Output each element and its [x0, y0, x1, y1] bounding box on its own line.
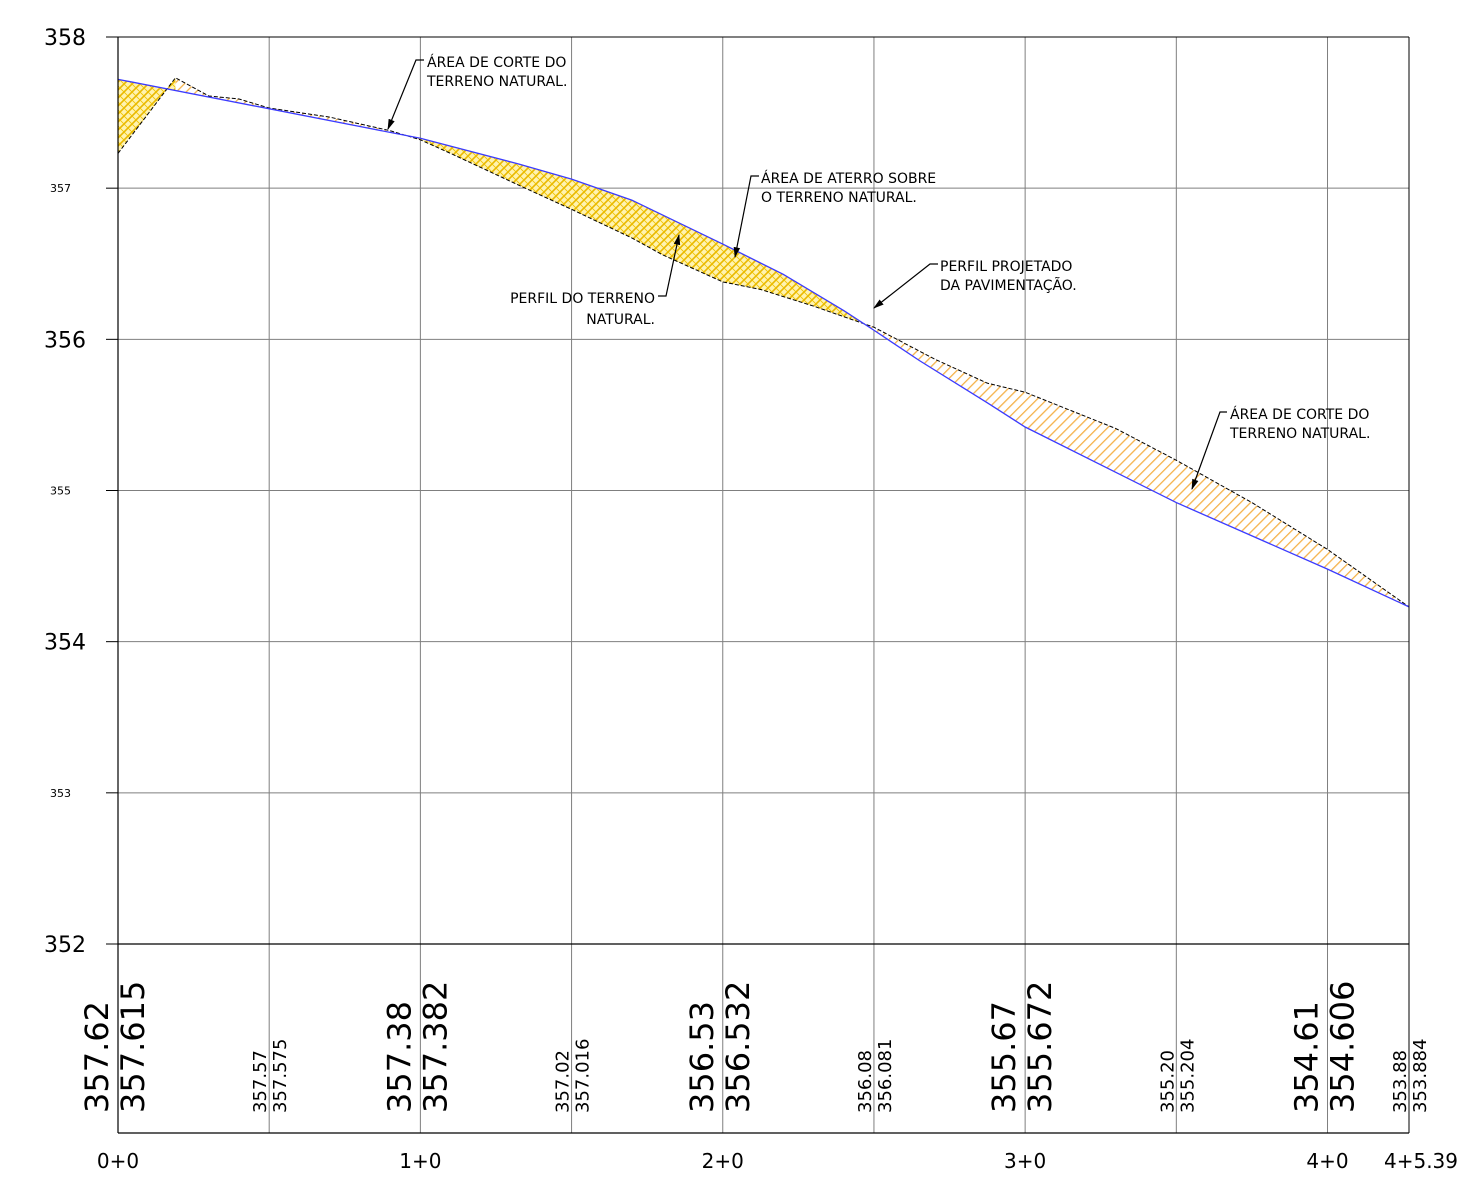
annotations: ÁREA DE CORTE DO TERRENO NATURAL. ÁREA D…	[387, 54, 1370, 491]
terrain-profile-line-1: PERFIL DO TERRENO	[510, 291, 655, 307]
fill-area-line-2: O TERRENO NATURAL.	[761, 190, 917, 206]
terrain-elevation: 357.62	[78, 1001, 116, 1113]
cut-area-2-leader	[1191, 411, 1227, 491]
elevation-pair: 357.02 357.016	[553, 1039, 594, 1113]
station-label: 4+5.39	[1384, 1149, 1458, 1173]
project-elevation: 353.884	[1410, 1039, 1431, 1113]
cut-area	[175, 77, 411, 137]
terrain-elevation: 357.57	[250, 1050, 271, 1113]
design-profile-line-2: DA PAVIMENTAÇÃO.	[940, 277, 1077, 294]
terrain-elevation: 357.38	[380, 1001, 418, 1113]
elevation-pair: 357.57 357.575	[250, 1039, 291, 1113]
fill-area	[118, 77, 176, 154]
design-profile-line-1: PERFIL PROJETADO	[940, 259, 1072, 275]
x-axis-ticks: 0+0 1+0 2+0 3+0 4+0 4+5.39	[97, 1149, 1458, 1173]
terrain-profile-line-2: NATURAL.	[586, 312, 655, 328]
cut-area-1-line-2: TERRENO NATURAL.	[426, 74, 567, 90]
terrain-profile-line	[117, 77, 1410, 608]
y-axis-ticks: 358 356 354 352 357 355 353	[44, 26, 118, 958]
project-elevation: 357.382	[416, 981, 454, 1113]
project-elevation: 357.615	[114, 981, 152, 1113]
terrain-elevation: 355.20	[1157, 1050, 1178, 1113]
design-profile-leader	[873, 263, 938, 309]
terrain-profile-callout: PERFIL DO TERRENO NATURAL.	[510, 233, 681, 328]
cut-area-2-line-1: ÁREA DE CORTE DO	[1230, 406, 1369, 423]
station-label: 0+0	[97, 1149, 139, 1173]
profile-lines	[117, 77, 1410, 608]
project-elevation: 357.575	[270, 1039, 291, 1113]
y-tick-label-minor: 353	[50, 787, 71, 800]
station-label: 1+0	[399, 1149, 441, 1173]
terrain-elevation: 356.08	[855, 1050, 876, 1113]
project-elevation: 354.606	[1324, 981, 1362, 1113]
y-tick-label-minor: 357	[50, 182, 71, 195]
project-elevation: 355.672	[1021, 981, 1059, 1113]
designed-profile-line	[117, 78, 1410, 608]
terrain-elevation: 357.02	[553, 1050, 574, 1113]
station-label: 4+0	[1306, 1149, 1348, 1173]
cut-area-2-line-2: TERRENO NATURAL.	[1229, 426, 1370, 442]
y-tick-label: 356	[44, 328, 86, 353]
fill-area-callout: ÁREA DE ATERRO SOBRE O TERRENO NATURAL.	[733, 170, 936, 259]
station-label: 3+0	[1004, 1149, 1046, 1173]
fill-area-line-1: ÁREA DE ATERRO SOBRE	[761, 170, 936, 187]
cut-area-1-line-1: ÁREA DE CORTE DO	[427, 54, 566, 71]
fill-area	[410, 136, 869, 327]
y-tick-label: 358	[44, 26, 86, 51]
project-elevation: 355.204	[1177, 1039, 1198, 1113]
terrain-elevation: 355.67	[985, 1001, 1023, 1113]
cut-area-callout-1: ÁREA DE CORTE DO TERRENO NATURAL.	[387, 54, 567, 131]
y-tick-label: 354	[44, 631, 86, 656]
elevation-pair: 356.08 356.081	[855, 1039, 896, 1113]
terrain-profile-leader	[658, 233, 681, 297]
terrain-elevation: 354.61	[1288, 1001, 1326, 1113]
project-elevation: 356.081	[875, 1039, 896, 1113]
chart-frame	[117, 36, 1410, 1134]
cut-area	[868, 325, 1409, 607]
terrain-elevation: 356.53	[683, 1001, 721, 1113]
project-elevation: 356.532	[719, 981, 757, 1113]
station-label: 2+0	[702, 1149, 744, 1173]
elevation-pair: 353.88 353.884	[1390, 1039, 1431, 1113]
design-profile-callout: PERFIL PROJETADO DA PAVIMENTAÇÃO.	[873, 259, 1077, 309]
project-elevation: 357.016	[573, 1039, 594, 1113]
fill-area-leader	[733, 175, 759, 259]
y-tick-label: 352	[44, 933, 86, 958]
cut-area-1-leader	[387, 59, 424, 131]
cut-fill-areas	[118, 77, 1409, 607]
y-tick-label-minor: 355	[50, 485, 71, 498]
cut-area-callout-2: ÁREA DE CORTE DO TERRENO NATURAL.	[1191, 406, 1370, 491]
elevation-pair: 355.20 355.204	[1157, 1039, 1198, 1113]
terrain-elevation: 353.88	[1390, 1050, 1411, 1113]
